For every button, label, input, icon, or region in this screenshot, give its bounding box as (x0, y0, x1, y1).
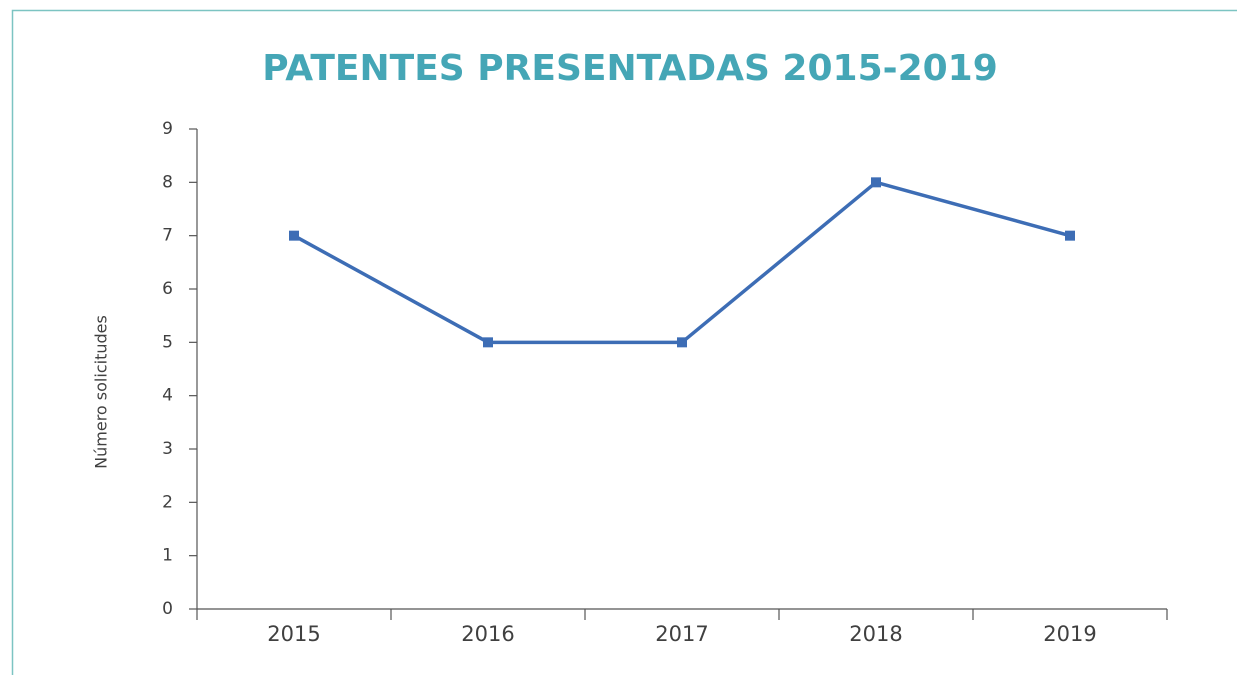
marker (677, 337, 687, 348)
chart-title: PATENTES PRESENTADAS 2015-2019 (262, 48, 998, 89)
marker (483, 337, 493, 348)
x-tick-label: 2016 (461, 622, 514, 646)
line (293, 180, 1071, 345)
marker (871, 177, 881, 188)
marker (1065, 230, 1075, 241)
y-tick-label: 9 (162, 119, 173, 139)
marker (289, 230, 299, 241)
x-tick-label: 2015 (267, 622, 320, 646)
y-tick-label: 8 (162, 172, 173, 192)
x-tick-label: 2017 (655, 622, 708, 646)
y-tick-label: 7 (162, 226, 173, 246)
y-tick-label: 6 (162, 279, 173, 299)
y-tick-label: 2 (162, 492, 173, 512)
x-tick-label: 2019 (1043, 622, 1096, 646)
y-tick-label: 4 (162, 386, 173, 406)
y-tick-label: 3 (162, 439, 173, 459)
y-tick-label: 1 (162, 546, 173, 566)
y-tick-label: 0 (162, 599, 173, 619)
y-tick-label: 5 (162, 332, 173, 352)
x-tick-label: 2018 (849, 622, 902, 646)
frame (11, 9, 1237, 675)
y-axis-label: Número solicitudes (92, 315, 111, 469)
